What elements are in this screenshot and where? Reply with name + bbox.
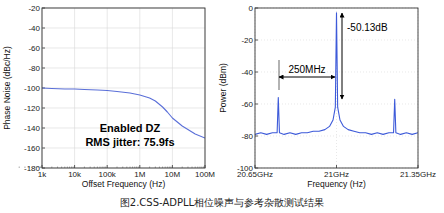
- data-group: [42, 88, 205, 138]
- tick-label: -140: [24, 124, 41, 133]
- tick-label: 1k: [38, 170, 47, 179]
- y-axis-label: Power (dBm): [218, 63, 228, 113]
- plot-frame: [42, 8, 205, 168]
- guide-line: [279, 60, 280, 90]
- grid-line: [42, 68, 205, 69]
- background: [0, 0, 444, 213]
- tick-label: 100M: [195, 170, 215, 179]
- grid-line: [42, 28, 205, 29]
- plot-area: [42, 8, 205, 168]
- tick-label: -100: [24, 84, 41, 93]
- tick-label: 0: [249, 4, 254, 13]
- grid-line: [42, 108, 205, 109]
- tick-label: -80: [28, 64, 40, 73]
- minor-tick: [32, 167, 33, 169]
- arrow: [279, 77, 335, 78]
- tick-label: -20: [241, 36, 253, 45]
- chart-0: -180-160-140-120-100-80-60-40-201k10k100…: [2, 4, 215, 189]
- annotation: RMS jitter: 75.9fs: [85, 136, 174, 148]
- minor-tick: [19, 167, 20, 169]
- y-axis-label: Phase Noise (dBc/Hz): [2, 46, 12, 130]
- plot-area: [255, 8, 418, 168]
- tick-label: 10k: [68, 170, 82, 179]
- minor-tick: [29, 167, 30, 169]
- chart-1: -100-80-60-40-20020.65GHz21GHz21.35GHzFr…: [218, 4, 436, 189]
- tick-label: 10M: [165, 170, 181, 179]
- tick-label: -120: [24, 104, 41, 113]
- grid-line: [255, 136, 418, 137]
- data-group: [255, 13, 418, 135]
- data-line: [42, 88, 205, 138]
- figure: -180-160-140-120-100-80-60-40-201k10k100…: [0, 0, 444, 213]
- tick-label: -60: [28, 44, 40, 53]
- x-axis-label: Frequency (Hz): [307, 179, 366, 189]
- tick-label: -20: [28, 4, 40, 13]
- annotation: -50.13dB: [347, 22, 388, 33]
- tick-label: -80: [241, 132, 253, 141]
- tick-label: 1M: [134, 170, 145, 179]
- grid-line: [42, 48, 205, 49]
- minor-tick: [24, 167, 25, 169]
- minor-tick: [36, 167, 37, 169]
- tick-label: 21GHz: [324, 170, 349, 179]
- x-axis-label: Offset Frequency (Hz): [82, 179, 166, 189]
- tick-label: 100k: [99, 170, 117, 179]
- tick-label: -40: [241, 68, 253, 77]
- tick-label: -60: [241, 100, 253, 109]
- grid-line: [74, 8, 75, 168]
- data-line: [255, 13, 418, 135]
- minor-tick: [40, 167, 41, 169]
- annotation: 250MHz: [288, 64, 325, 75]
- tick-label: 21.35GHz: [400, 170, 436, 179]
- plot-frame: [255, 8, 418, 168]
- minor-tick: [38, 167, 39, 169]
- minor-tick: [34, 167, 35, 169]
- tick-label: -40: [28, 24, 40, 33]
- annotation: Enabled DZ: [100, 122, 161, 134]
- tick-label: -160: [24, 144, 41, 153]
- tick-label: 20.65GHz: [237, 170, 273, 179]
- arrow: [342, 13, 343, 99]
- grid-line: [42, 88, 205, 89]
- caption: 图2.CSS-ADPLL相位噪声与参考杂散测试结果: [120, 197, 324, 208]
